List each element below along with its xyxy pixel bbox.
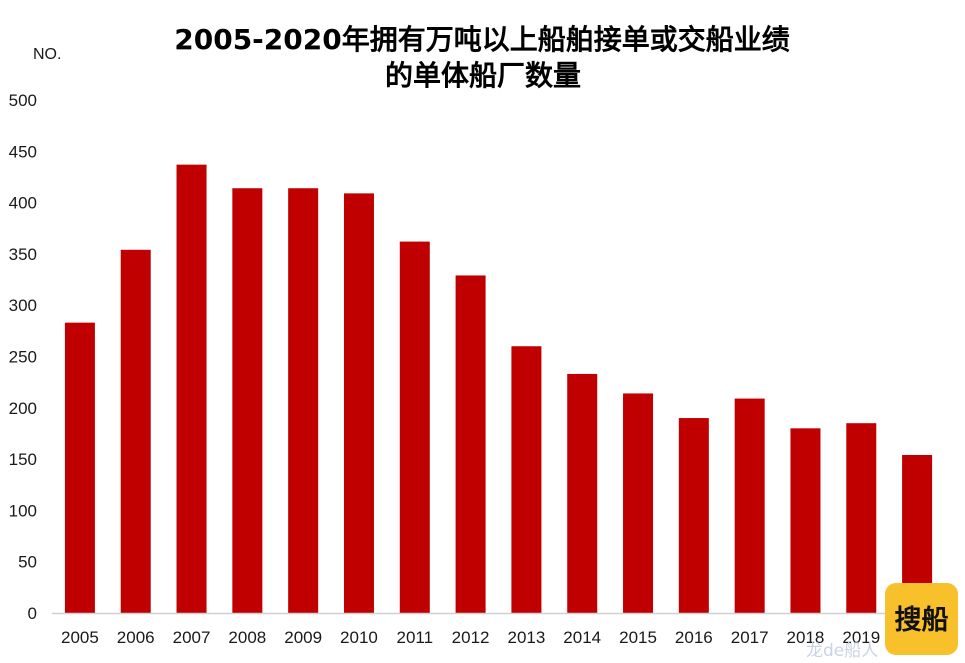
chart-title-line-1: 2005-2020年拥有万吨以上船舶接单或交船业绩 (174, 23, 789, 56)
x-tick-label: 2008 (228, 628, 266, 647)
bar-2018 (790, 428, 821, 613)
x-tick-label: 2009 (284, 628, 322, 647)
bar-2015 (623, 393, 654, 613)
bar-2006 (120, 249, 151, 614)
x-tick-label: 2005 (61, 628, 99, 647)
y-tick-label: 0 (28, 604, 37, 623)
x-tick-label: 2018 (787, 628, 825, 647)
bar-2012 (455, 275, 486, 613)
x-tick-label: 2013 (507, 628, 545, 647)
bar-2007 (176, 164, 207, 613)
bar-2019 (846, 423, 877, 613)
sochuan-logo: 搜船 (885, 583, 958, 655)
bar-2016 (678, 418, 709, 613)
x-tick-label: 2007 (173, 628, 211, 647)
y-tick-label: 200 (9, 399, 37, 418)
bar-2011 (399, 241, 430, 613)
y-tick-label: 100 (9, 501, 37, 520)
x-tick-label: 2006 (117, 628, 155, 647)
y-tick-label: 450 (9, 142, 37, 161)
logo-text: 搜船 (895, 604, 949, 636)
bar-2005 (64, 322, 95, 613)
y-axis-label: NO. (33, 46, 61, 63)
y-tick-label: 150 (9, 450, 37, 469)
x-tick-label: 2014 (563, 628, 601, 647)
x-tick-label: 2011 (396, 628, 433, 647)
bar-2009 (288, 188, 319, 614)
bar-2008 (232, 188, 263, 614)
y-tick-label: 500 (9, 91, 37, 110)
y-tick-label: 400 (9, 194, 37, 213)
bar-series (64, 164, 933, 614)
x-tick-label: 2019 (842, 628, 880, 647)
bar-2017 (734, 398, 765, 613)
bar-2010 (343, 193, 374, 613)
x-tick-label: 2016 (675, 628, 713, 647)
x-tick-label: 2017 (731, 628, 769, 647)
y-tick-label: 300 (9, 296, 37, 315)
watermark: 龙de船人 (806, 641, 878, 661)
y-axis-tick-labels: 0 50 100 150 200 250 300 350 400 450 500 (9, 91, 37, 623)
bar-2014 (567, 373, 598, 613)
chart-title-line-2: 的单体船厂数量 (385, 59, 581, 92)
logo-background (885, 583, 958, 655)
y-tick-label: 50 (18, 553, 37, 572)
x-tick-label: 2012 (452, 628, 490, 647)
y-tick-label: 250 (9, 348, 37, 367)
x-tick-label: 2015 (619, 628, 657, 647)
y-tick-label: 350 (9, 245, 37, 264)
bar-2013 (511, 346, 542, 613)
x-tick-label: 2010 (340, 628, 378, 647)
x-axis-tick-labels: 2005 2006 2007 2008 2009 2010 2011 2012 2013 2014… (61, 628, 936, 647)
